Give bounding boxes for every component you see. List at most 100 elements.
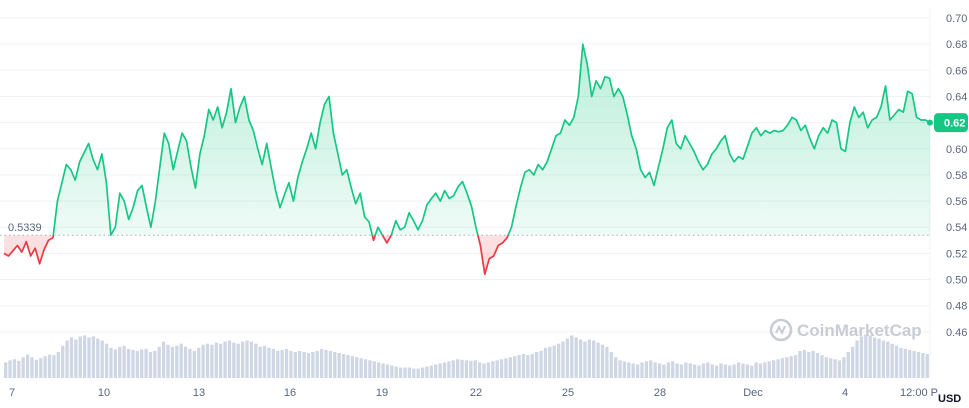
volume-bar xyxy=(868,335,872,378)
volume-bar xyxy=(903,348,907,378)
volume-bar xyxy=(140,349,144,378)
volume-bar xyxy=(653,362,657,378)
volume-bar xyxy=(697,365,701,378)
volume-bar xyxy=(118,346,122,378)
volume-bar xyxy=(109,347,113,378)
volume-bar xyxy=(543,347,548,378)
volume-bar xyxy=(236,343,240,378)
volume-bar xyxy=(333,352,337,378)
volume-bar xyxy=(47,354,52,378)
volume-bar xyxy=(170,346,175,378)
volume-bar xyxy=(56,352,60,378)
current-price-badge: 0.62 xyxy=(934,113,968,133)
volume-bar xyxy=(87,337,91,378)
volume-bar xyxy=(859,336,864,378)
volume-bar xyxy=(319,348,324,378)
volume-bar xyxy=(166,344,170,378)
volume-bar xyxy=(429,365,433,378)
volume-bar xyxy=(385,364,390,378)
volume-bar xyxy=(477,362,482,378)
volume-bar xyxy=(600,344,605,378)
volume-bar xyxy=(363,359,368,378)
volume-bar xyxy=(100,340,104,378)
volume-bar xyxy=(644,361,649,378)
volume-bar xyxy=(851,346,855,378)
volume-bar xyxy=(61,345,65,378)
volume-bar xyxy=(622,361,627,378)
x-tick-label: 28 xyxy=(654,387,666,399)
volume-bar xyxy=(34,359,39,378)
volume-bar xyxy=(767,361,771,378)
price-line-above xyxy=(52,43,931,236)
volume-bar xyxy=(640,362,644,378)
volume-bar xyxy=(833,359,837,378)
volume-bar xyxy=(587,339,591,378)
volume-bar xyxy=(249,341,254,378)
volume-bar xyxy=(548,346,552,378)
volume-bar xyxy=(122,345,126,378)
volume-bar xyxy=(780,358,785,378)
volume-bar xyxy=(693,364,697,378)
volume-bar xyxy=(210,344,214,378)
volume-bar xyxy=(864,334,868,378)
price-area-above xyxy=(53,44,930,236)
volume-bar xyxy=(723,364,728,378)
volume-bar xyxy=(434,364,438,378)
volume-bar xyxy=(113,349,118,378)
volume-bar xyxy=(135,350,139,378)
volume-bar xyxy=(886,341,890,378)
volume-bar xyxy=(539,350,543,378)
volume-bar xyxy=(631,363,635,378)
volume-bar xyxy=(877,338,881,378)
volume-bar xyxy=(227,340,232,378)
volume-bar xyxy=(460,359,464,378)
volume-bar xyxy=(21,357,25,378)
y-tick-label: 0.48 xyxy=(946,301,967,313)
volume-bar xyxy=(276,350,280,378)
volume-bar xyxy=(881,340,886,378)
volume-bar xyxy=(289,350,293,378)
volume-bar xyxy=(570,335,574,378)
volume-bar xyxy=(153,350,157,378)
y-tick-label: 0.66 xyxy=(946,65,967,77)
volume-bar xyxy=(482,363,486,378)
volume-bar xyxy=(442,362,447,378)
volume-bar xyxy=(741,363,745,378)
volume-bar xyxy=(618,360,622,378)
volume-bar xyxy=(420,367,425,378)
volume-bar xyxy=(552,345,556,378)
volume-bar xyxy=(776,359,780,378)
volume-bar xyxy=(701,363,706,378)
volume-bar xyxy=(530,354,534,378)
volume-bar xyxy=(451,360,455,378)
volume-bar xyxy=(438,363,442,378)
x-tick-label: 19 xyxy=(376,387,388,399)
volume-bar xyxy=(837,360,842,378)
volume-bar xyxy=(714,365,719,378)
volume-bar xyxy=(772,360,776,378)
volume-bar xyxy=(657,363,662,378)
volume-bar xyxy=(144,348,148,378)
volume-bar xyxy=(499,359,504,378)
volume-bar xyxy=(574,337,578,378)
volume-bar xyxy=(908,349,912,378)
volume-bar xyxy=(688,363,692,378)
volume-bar xyxy=(820,355,824,378)
volume-bar xyxy=(355,357,359,378)
volume-bar xyxy=(161,341,166,378)
volume-bar xyxy=(258,346,262,378)
volume-bar xyxy=(245,340,249,378)
y-tick-label: 0.52 xyxy=(946,248,967,260)
volume-bar xyxy=(232,342,236,378)
x-tick-label: 4 xyxy=(842,387,848,399)
volume-bar xyxy=(811,350,815,378)
x-tick-label: 10 xyxy=(98,387,110,399)
volume-bar xyxy=(916,352,921,378)
currency-unit-label: USD xyxy=(938,393,961,405)
volume-bar xyxy=(662,364,666,378)
y-tick-label: 0.70 xyxy=(946,13,967,25)
volume-bar xyxy=(131,349,135,378)
volume-bar xyxy=(96,338,100,378)
volume-bar xyxy=(302,352,306,378)
